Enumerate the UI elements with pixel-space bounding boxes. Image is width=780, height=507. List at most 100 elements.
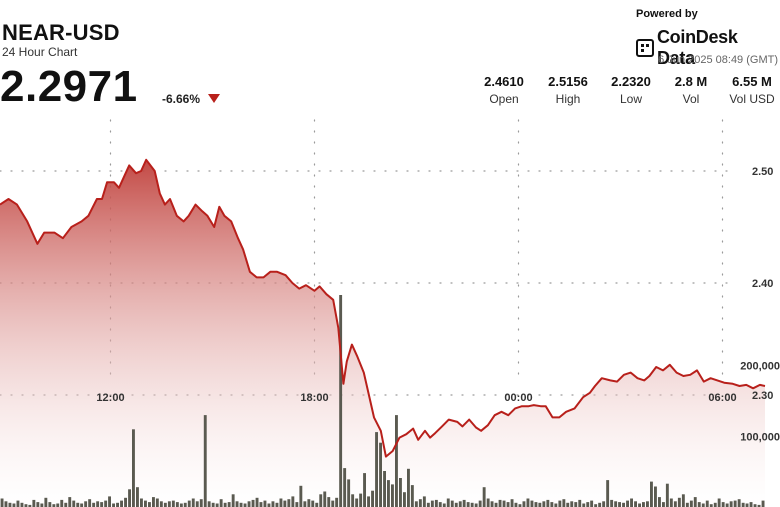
volume-bar — [251, 499, 255, 507]
volume-bar — [490, 501, 494, 507]
volume-bar — [598, 502, 602, 507]
volume-bar — [709, 504, 713, 507]
volume-bar — [725, 503, 729, 507]
volume-bar — [669, 498, 673, 507]
volume-bar — [399, 478, 402, 507]
volume-bar — [175, 502, 179, 507]
volume-bar — [650, 481, 653, 507]
stat-label: Low — [619, 92, 642, 106]
volume-bar — [442, 503, 446, 507]
volume-bar — [8, 502, 12, 507]
volume-bar — [299, 485, 303, 507]
volume-bar — [295, 502, 299, 507]
volume-tick-label: 200,000 — [740, 361, 780, 373]
volume-bar — [586, 502, 590, 507]
volume-bar — [414, 501, 418, 507]
volume-bar — [602, 501, 606, 507]
volume-bar — [745, 503, 749, 507]
stat-vol-usd: 6.55 M Vol USD — [722, 74, 780, 106]
volume-bar — [526, 498, 530, 507]
volume-bar — [56, 503, 60, 507]
volume-bar — [363, 473, 366, 507]
time-tick-label: 18:00 — [300, 392, 328, 404]
volume-bar — [546, 499, 550, 507]
volume-bar — [60, 499, 64, 507]
volume-bar — [231, 494, 235, 507]
volume-bar — [426, 502, 430, 507]
volume-bar — [542, 501, 546, 507]
volume-bar — [522, 501, 526, 507]
volume-tick-label: 100,000 — [740, 431, 780, 443]
volume-bar — [239, 502, 243, 507]
volume-bar — [733, 500, 737, 507]
stat-label: Open — [489, 92, 519, 106]
chart-subtitle: 24 Hour Chart — [2, 45, 78, 59]
volume-bar — [159, 501, 163, 507]
volume-bar — [562, 499, 566, 507]
volume-bar — [717, 498, 721, 507]
volume-bar — [267, 503, 271, 507]
volume-bar — [124, 497, 127, 507]
volume-bar — [506, 502, 510, 507]
stat-value: 2.8 M — [674, 74, 708, 89]
volume-bar — [235, 501, 239, 507]
volume-bar — [697, 502, 701, 507]
volume-bar — [721, 502, 725, 507]
volume-bar — [155, 498, 159, 507]
volume-bar — [303, 501, 307, 507]
volume-bar — [375, 432, 378, 507]
volume-bar — [355, 498, 359, 507]
volume-bar — [677, 497, 681, 507]
volume-bar — [757, 504, 761, 507]
volume-bar — [566, 502, 570, 507]
volume-bar — [92, 502, 96, 507]
volume-bar — [283, 500, 287, 507]
volume-bar — [534, 502, 538, 507]
volume-bar — [658, 497, 661, 507]
volume-bar — [191, 498, 195, 507]
volume-bar — [395, 415, 398, 507]
triangle-down-icon — [208, 94, 220, 103]
volume-bar — [391, 484, 394, 507]
volume-bar — [32, 499, 36, 507]
volume-bar — [518, 504, 522, 507]
volume-bar — [574, 502, 578, 507]
volume-bar — [654, 486, 657, 507]
volume-bar — [538, 502, 542, 507]
price-tick-label: 2.40 — [752, 278, 773, 290]
volume-bar — [685, 502, 689, 507]
volume-bar — [80, 503, 84, 507]
volume-bar — [179, 503, 183, 507]
volume-bar — [462, 499, 466, 507]
volume-bar — [219, 499, 223, 507]
volume-bar — [275, 502, 279, 507]
volume-bar — [72, 500, 76, 507]
volume-bar — [24, 504, 28, 507]
brand-logo[interactable]: CoinDesk Data — [636, 27, 780, 69]
volume-bar — [761, 500, 765, 507]
volume-bar — [634, 501, 637, 507]
current-price: 2.2971 — [0, 62, 138, 111]
price-tick-label: 2.50 — [752, 166, 773, 178]
volume-bar — [84, 501, 88, 507]
volume-bar — [307, 499, 311, 507]
volume-bar — [590, 500, 594, 507]
price-area — [0, 159, 765, 507]
stat-label: High — [555, 92, 581, 106]
volume-bar — [359, 493, 363, 507]
volume-bar — [474, 503, 478, 507]
volume-bar — [207, 501, 211, 507]
volume-bar — [498, 499, 502, 507]
volume-bar — [379, 442, 382, 507]
volume-bar — [614, 501, 618, 507]
volume-bar — [630, 498, 633, 507]
volume-bar — [347, 479, 351, 507]
stat-value: 2.2320 — [611, 74, 651, 89]
volume-bar — [618, 502, 621, 507]
stat-value: 6.55 M — [732, 74, 772, 89]
volume-bar — [327, 497, 331, 507]
volume-bar — [606, 480, 610, 507]
volume-bar — [446, 498, 450, 507]
volume-bar — [466, 502, 470, 507]
